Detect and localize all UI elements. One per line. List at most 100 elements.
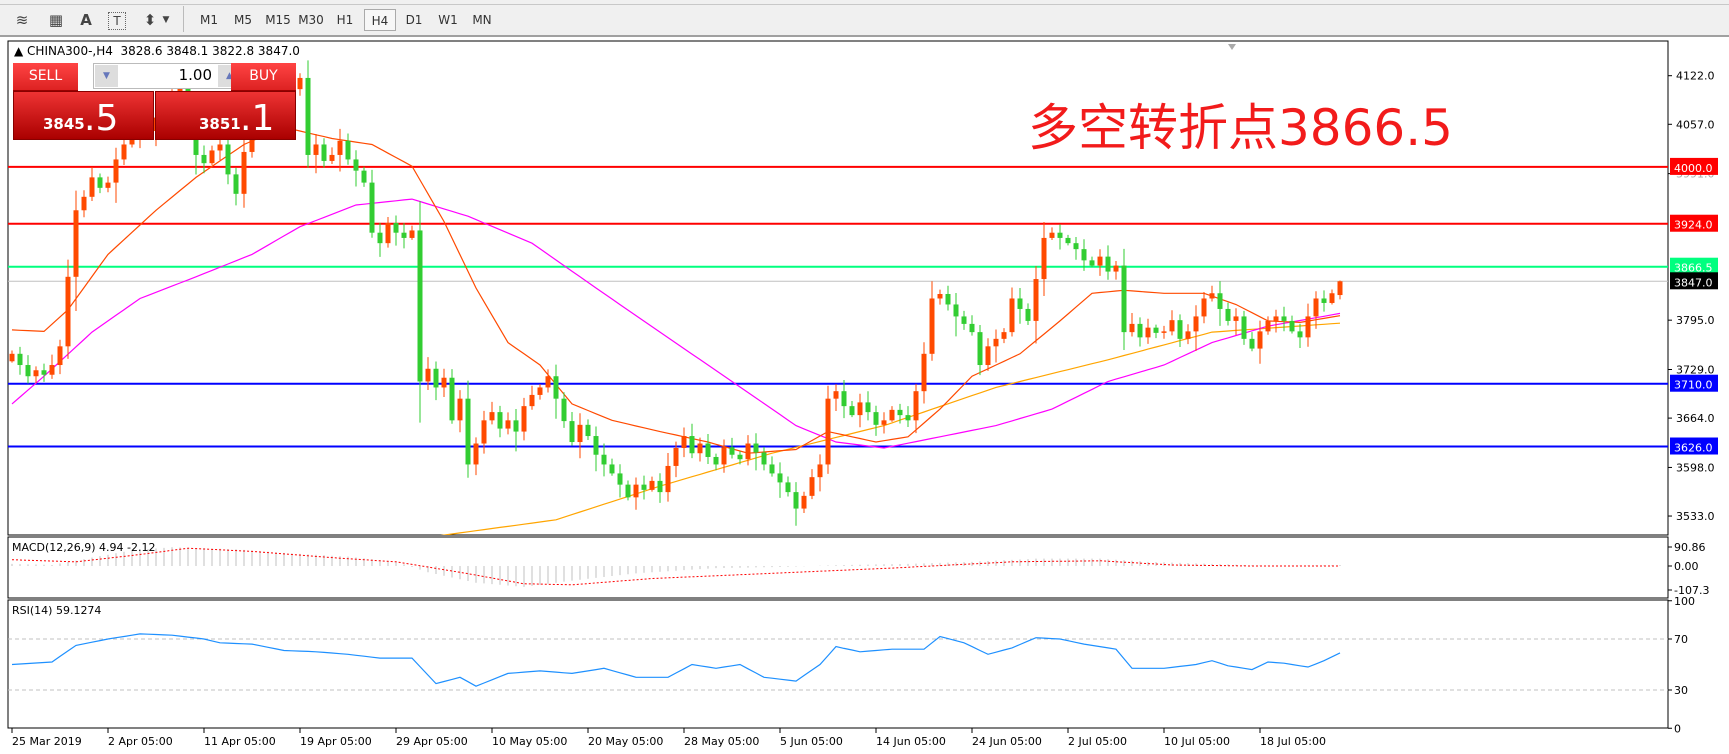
candle-body — [633, 484, 639, 498]
candle-body — [377, 232, 383, 244]
candle-body — [225, 144, 231, 175]
buy-price-pips: .1 — [240, 98, 275, 139]
buy-price-button[interactable]: 3851 .1 — [155, 91, 296, 140]
candle-body — [433, 368, 439, 388]
time-tick-label: 18 Jul 05:00 — [1260, 735, 1326, 748]
arrow-marker-icon[interactable]: ⬍ — [143, 11, 157, 29]
candle-body — [849, 406, 855, 416]
candle-body — [617, 473, 623, 485]
rsi-plot — [8, 633, 1668, 691]
candle-body — [1281, 316, 1287, 321]
price-tick-label: 4122.0 — [1676, 70, 1715, 83]
candle-body — [89, 177, 95, 197]
candle-body — [73, 210, 79, 277]
candle-body — [937, 293, 943, 299]
candle-body — [841, 391, 847, 407]
level-label: 3710.0 — [1674, 379, 1713, 392]
candle-body — [729, 447, 735, 455]
candle-body — [241, 151, 247, 194]
candle-body — [681, 436, 687, 449]
candle-body — [1185, 331, 1191, 339]
candle-body — [49, 365, 55, 375]
candle-body — [41, 370, 47, 375]
sell-price-button[interactable]: 3845 .5 — [13, 91, 154, 140]
candle-body — [1225, 308, 1231, 321]
candle-body — [657, 480, 663, 493]
level-label-bg — [1670, 157, 1718, 175]
candle-body — [1105, 256, 1111, 272]
time-tick-label: 11 Apr 05:00 — [204, 735, 276, 748]
candle-body — [905, 415, 911, 421]
candle-body — [57, 346, 63, 366]
candle-body — [505, 420, 511, 429]
timeframe-h4[interactable]: H4 — [364, 9, 396, 31]
timeframe-w1[interactable]: W1 — [438, 13, 458, 27]
chart-shift-marker-icon — [1228, 44, 1236, 50]
candle-body — [1241, 316, 1247, 339]
candle-body — [921, 353, 927, 392]
timeframe-m1[interactable]: M1 — [200, 13, 218, 27]
candle-body — [881, 420, 887, 425]
ma-fast-line — [11, 126, 1341, 454]
timeframe-mn[interactable]: MN — [472, 13, 492, 27]
main-plot — [8, 60, 1668, 535]
candle-body — [369, 182, 375, 233]
candle-body — [65, 276, 71, 347]
timeframe-m15[interactable]: M15 — [265, 13, 291, 27]
candle-body — [1097, 256, 1103, 266]
candle-body — [713, 456, 719, 465]
level-label: 3847.0 — [1674, 276, 1713, 289]
macd-plot — [11, 547, 1341, 587]
candle-body — [753, 443, 759, 453]
decrease-lot-icon[interactable]: ▼ — [95, 65, 118, 87]
chevron-down-icon[interactable]: ▼ — [162, 15, 170, 25]
candle-body — [425, 368, 431, 382]
level-label-bg — [1670, 257, 1718, 275]
candle-body — [1009, 298, 1015, 333]
candle-body — [1217, 293, 1223, 309]
timeframe-d1[interactable]: D1 — [405, 13, 423, 27]
symbol-ohlc: CHINA300-,H4 3828.6 3848.1 3822.8 3847.0 — [27, 44, 300, 58]
candle-body — [1001, 332, 1007, 339]
lot-size-field[interactable]: ▼ 1.00 ▲ — [93, 63, 243, 89]
elliott-wave-icon[interactable]: ≋ — [15, 11, 29, 29]
candle-body — [1169, 320, 1175, 332]
candle-body — [1089, 260, 1095, 266]
candle-body — [233, 174, 239, 194]
level-label-bg — [1670, 214, 1718, 232]
sell-button[interactable]: SELL — [13, 63, 78, 91]
candle-body — [1257, 331, 1263, 349]
candle-body — [481, 420, 487, 444]
text-label-icon[interactable]: T — [108, 12, 126, 30]
timeframe-m30[interactable]: M30 — [298, 13, 324, 27]
candle-body — [873, 412, 879, 425]
timeframe-m5[interactable]: M5 — [234, 13, 252, 27]
candle-body — [1049, 232, 1055, 238]
candle-body — [745, 443, 751, 460]
level-label: 4000.0 — [1674, 162, 1713, 175]
timeframe-h1[interactable]: H1 — [336, 13, 354, 27]
candle-body — [1033, 279, 1039, 321]
candle-body — [105, 182, 111, 188]
candle-body — [977, 332, 983, 366]
time-tick-label: 10 Jul 05:00 — [1164, 735, 1230, 748]
rsi-pane-frame — [7, 599, 1669, 729]
candle-body — [1017, 298, 1023, 309]
time-tick-label: 29 Apr 05:00 — [396, 735, 468, 748]
level-label-bg — [1670, 437, 1718, 455]
macd-tick-label: 0.00 — [1674, 560, 1699, 573]
text-icon[interactable]: A — [80, 11, 92, 29]
buy-button[interactable]: BUY — [231, 63, 296, 91]
toolbar-separator — [183, 6, 184, 32]
lot-size-value[interactable]: 1.00 — [178, 66, 212, 84]
candle-body — [1337, 281, 1343, 296]
fibonacci-icon[interactable]: ▦ — [48, 11, 64, 29]
level-label: 3866.5 — [1674, 262, 1713, 275]
macd-tick-label: 90.86 — [1674, 541, 1706, 554]
candle-body — [33, 370, 39, 377]
time-tick-label: 2 Jul 05:00 — [1068, 735, 1127, 748]
candle-body — [449, 377, 455, 421]
time-tick-label: 5 Jun 05:00 — [780, 735, 843, 748]
candle-body — [345, 140, 351, 160]
candle-body — [673, 448, 679, 466]
